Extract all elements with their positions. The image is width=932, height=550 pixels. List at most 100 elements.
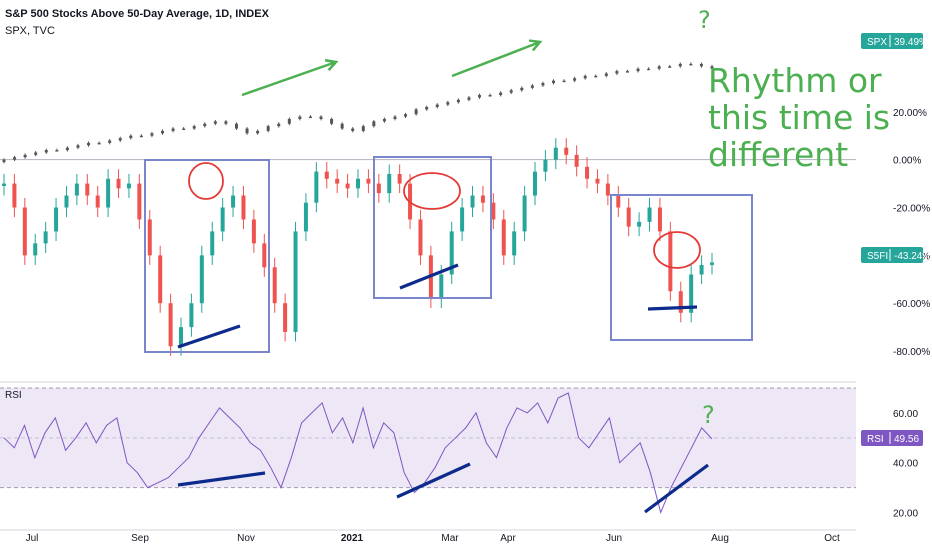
trend-arrow-1-head [324,58,339,72]
rsi-tick-label: 60.00 [893,409,918,420]
s5fi-candle [64,195,69,208]
s5fi-candle [678,291,683,313]
note-line-3: different [708,135,848,174]
spx-candle [298,116,302,119]
chart-title: S&P 500 Stocks Above 50-Day Average, 1D,… [5,8,269,20]
spx-candle [97,142,101,145]
spx-candle [23,154,27,158]
s5fi-candle [335,178,340,184]
spx-candle [13,157,17,160]
s5fi-label-tag [861,247,923,263]
s5fi-candle [689,274,694,313]
spx-candle [372,121,376,127]
spx-candle [467,97,471,100]
spx-candle [530,85,534,88]
highlight-box-3 [610,194,753,341]
spx-candle [161,130,165,134]
s5fi-candle [158,255,163,304]
s5fi-candle [449,231,454,275]
s5fi-candle [356,178,360,189]
spx-candle [118,138,122,141]
y-tick-label: -80.00% [893,347,930,358]
s5fi-candle [85,183,90,196]
rsi-series [3,392,713,515]
x-tick-label: Apr [500,533,516,544]
x-tick-label: Jul [26,533,39,544]
s5fi-candle [74,183,79,196]
spx-candle [308,116,312,119]
trend-arrow-2 [451,40,541,78]
divergence-line-1 [177,324,241,349]
s5fi-candle [303,202,308,232]
spx-candle [2,159,6,163]
s5fi-candle [470,195,475,208]
spx-candle [55,150,59,152]
spx-candle [678,63,682,67]
spx-candle [277,123,281,127]
s5fi-candle [314,171,319,203]
spx-candle [393,116,397,119]
s5fi-candle [387,174,392,194]
s5fi-candle [2,183,6,186]
x-tick-label: 2021 [341,533,364,544]
spx-candle [583,75,587,79]
s5fi-candle [251,219,256,244]
y-tick-label: 20.00% [893,108,927,119]
s5fi-candle [512,231,517,256]
x-tick-label: Oct [824,533,840,544]
divergence-line-2 [399,263,459,290]
s5fi-candle [231,195,236,208]
spx-candle [361,126,365,131]
rsi-line [3,392,713,515]
series-labels: SPX 39.49% S5FI -43.24% RSI 49.56 RSI [5,33,931,446]
spx-candle [382,118,386,122]
s5fi-candle [147,219,152,256]
spx-candle [404,114,408,117]
s5fi-candle [199,255,204,304]
spx-candle [224,121,228,124]
s5fi-candle [12,183,17,208]
highlight-circle-3 [653,231,701,269]
spx-candle [604,73,608,76]
y-tick-label: 0.00% [893,156,921,167]
spx-candle [647,68,651,71]
spx-candle [87,142,91,146]
main-grid [0,159,856,531]
rsi-tick-label: 20.00 [893,509,918,520]
highlight-box-1 [144,159,270,353]
s5fi-candle [668,231,673,292]
spx-candle [594,75,598,78]
spx-candle [636,68,640,72]
divergence-line-4 [177,471,266,487]
trend-arrow-1 [241,60,337,97]
s5fi-candle [220,207,225,232]
spx-candle [108,140,112,143]
s5fi-candle [533,171,537,196]
spx-label-value: 39.49% [894,37,928,48]
spx-candle [44,150,48,153]
s5fi-candle [95,195,100,208]
s5fi-candle [137,183,142,220]
s5fi-candle [710,262,714,265]
spx-candle [213,121,217,124]
spx-candle [446,102,450,105]
s5fi-candle [272,267,277,304]
spx-candle [287,118,291,124]
spx-candle [319,116,323,119]
s5fi-candle [43,231,48,244]
spx-candle [689,63,693,66]
spx-candle [615,71,619,74]
spx-series [2,62,714,164]
s5fi-candle [605,183,610,196]
s5fi-candle [283,303,288,332]
x-tick-label: Sep [131,533,149,544]
s5fi-candle [366,178,371,184]
spx-candle [668,66,672,68]
spx-candle [234,123,238,129]
spx-candle [541,83,545,86]
s5fi-candle [179,327,183,347]
s5fi-candle [345,183,350,189]
s5fi-candle [397,174,402,184]
s5fi-candle [22,207,27,256]
